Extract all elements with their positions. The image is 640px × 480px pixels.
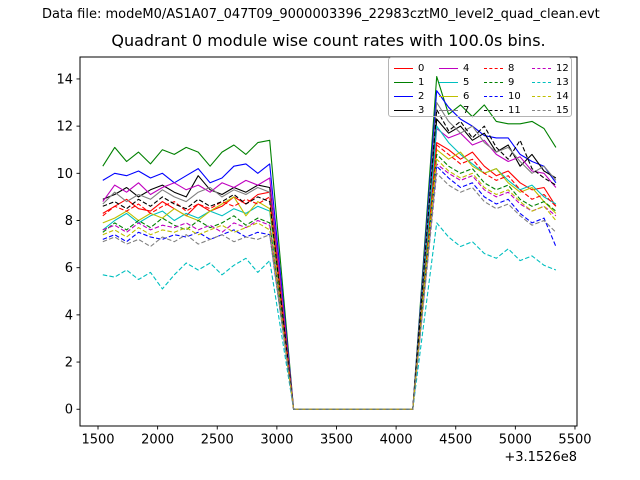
series-line-12 [102, 163, 557, 410]
series-line-13 [102, 222, 557, 410]
legend-entry-label: 1 [418, 76, 425, 88]
legend-line-sample [532, 96, 551, 97]
y-tick-label: 10 [56, 167, 73, 182]
legend-entry-0: 0 [394, 63, 424, 75]
y-tick-label: 12 [56, 120, 73, 135]
y-tick-label: 0 [65, 403, 73, 418]
legend-line-sample [394, 68, 413, 69]
legend-line-sample [439, 110, 458, 111]
chart-title: Quadrant 0 module wise count rates with … [111, 31, 546, 50]
series-line-10 [102, 165, 557, 410]
legend-entry-7: 7 [439, 105, 469, 117]
series-line-15 [102, 172, 557, 410]
x-tick-label: 2000 [141, 433, 174, 448]
series-line-0 [102, 142, 557, 410]
legend-entry-3: 3 [394, 105, 424, 117]
legend-entry-13: 13 [532, 77, 569, 89]
legend-entry-label: 6 [463, 90, 470, 102]
legend-entry-label: 7 [463, 104, 470, 116]
legend-entry-14: 14 [532, 91, 569, 103]
legend-entry-label: 14 [556, 90, 569, 102]
legend-entry-label: 13 [556, 76, 569, 88]
legend-entry-11: 11 [484, 105, 521, 117]
legend-entry-5: 5 [439, 77, 469, 89]
legend-line-sample [484, 68, 503, 69]
legend-line-sample [439, 96, 458, 97]
y-tick-label: 2 [65, 356, 73, 371]
series-line-7 [102, 101, 557, 410]
series-line-9 [102, 153, 557, 410]
x-axis-offset-label: +3.1526e8 [504, 450, 577, 465]
legend-entry-label: 9 [508, 76, 515, 88]
y-tick-label: 8 [65, 214, 73, 229]
y-tick-label: 14 [56, 72, 73, 87]
legend-entry-6: 6 [439, 91, 469, 103]
legend-entry-label: 10 [508, 90, 521, 102]
x-tick-label: 2500 [201, 433, 234, 448]
legend-line-sample [394, 110, 413, 111]
legend-entry-label: 5 [463, 76, 470, 88]
legend: 0 1 2 3 4 5 6 7 8 9 10 11 12 13 14 15 [388, 57, 572, 117]
series-line-1 [102, 76, 557, 410]
series-line-4 [102, 127, 557, 410]
legend-entry-9: 9 [484, 77, 514, 89]
x-tick-label: 4500 [439, 433, 472, 448]
legend-entry-15: 15 [532, 105, 569, 117]
legend-line-sample [394, 82, 413, 83]
legend-entry-2: 2 [394, 91, 424, 103]
legend-line-sample [532, 68, 551, 69]
legend-entry-label: 15 [556, 104, 569, 116]
y-tick-label: 6 [65, 261, 73, 276]
plot-frame [79, 56, 578, 427]
legend-line-sample [484, 96, 503, 97]
legend-entry-1: 1 [394, 77, 424, 89]
legend-entry-label: 12 [556, 62, 569, 74]
x-tick-label: 1500 [81, 433, 114, 448]
legend-line-sample [484, 110, 503, 111]
x-tick-label: 5500 [558, 433, 591, 448]
data-file-label: Data file: modeM0/AS1A07_047T09_90000033… [42, 7, 600, 22]
legend-entry-10: 10 [484, 91, 521, 103]
legend-entry-label: 11 [508, 104, 521, 116]
series-line-3 [102, 118, 557, 410]
legend-line-sample [439, 82, 458, 83]
legend-entry-label: 4 [463, 62, 470, 74]
series-line-11 [102, 109, 557, 410]
legend-entry-label: 8 [508, 62, 515, 74]
legend-entry-4: 4 [439, 63, 469, 75]
legend-entry-12: 12 [532, 63, 569, 75]
legend-entry-8: 8 [484, 63, 514, 75]
x-tick-label: 5000 [499, 433, 532, 448]
series-line-14 [102, 158, 557, 410]
x-tick-label: 3000 [260, 433, 293, 448]
x-tick-label: 4000 [380, 433, 413, 448]
x-tick-label: 3500 [320, 433, 353, 448]
legend-line-sample [532, 110, 551, 111]
legend-entry-label: 2 [418, 90, 425, 102]
legend-line-sample [394, 96, 413, 97]
legend-line-sample [532, 82, 551, 83]
legend-entry-label: 0 [418, 62, 425, 74]
legend-line-sample [439, 68, 458, 69]
legend-entry-label: 3 [418, 104, 425, 116]
legend-line-sample [484, 82, 503, 83]
y-tick-label: 4 [65, 308, 73, 323]
